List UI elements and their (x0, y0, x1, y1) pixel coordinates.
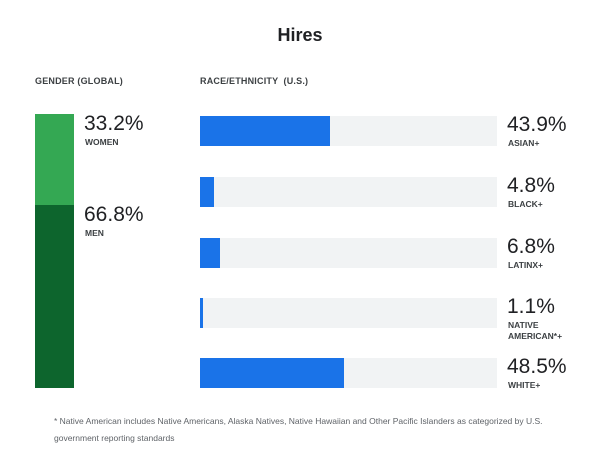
race-category-label: ASIAN+ (508, 138, 540, 148)
race-section-label: RACE/ETHNICITY (U.S.) (200, 76, 309, 86)
race-bar-track (200, 238, 497, 268)
race-bar-2 (200, 177, 215, 207)
footnote: * Native American includes Native Americ… (54, 416, 543, 443)
race-value-label: 48.5% (507, 355, 567, 378)
race-bar-5 (200, 358, 345, 388)
race-value-label: 1.1% (507, 295, 555, 318)
gender-bar-men (35, 204, 74, 388)
race-bar-4 (200, 298, 204, 328)
race-category-label: LATINX+ (508, 260, 544, 270)
race-category-label: NATIVE AMERICAN*+ (508, 320, 563, 341)
race-bar-3 (200, 238, 221, 268)
race-bar-track (200, 177, 497, 207)
race-category-label: WHITE+ (508, 380, 541, 390)
chart-title: Hires (277, 25, 323, 45)
race-category-label: BLACK+ (508, 199, 543, 209)
gender-category-label: WOMEN (85, 137, 119, 147)
gender-section-label: GENDER (GLOBAL) (35, 76, 123, 86)
race-value-label: 6.8% (507, 235, 555, 258)
gender-category-label: MEN (85, 227, 104, 238)
race-bar-track (200, 298, 497, 328)
race-value-label: 4.8% (507, 174, 555, 197)
race-bar-track (200, 358, 497, 388)
gender-value-label: 33.2% (84, 112, 144, 135)
race-bar-1 (200, 116, 331, 146)
gender-bar-women (35, 114, 74, 205)
race-value-label: 43.9% (507, 113, 567, 136)
gender-value-label: 66.8% (84, 202, 144, 226)
race-bar-track (200, 116, 497, 146)
